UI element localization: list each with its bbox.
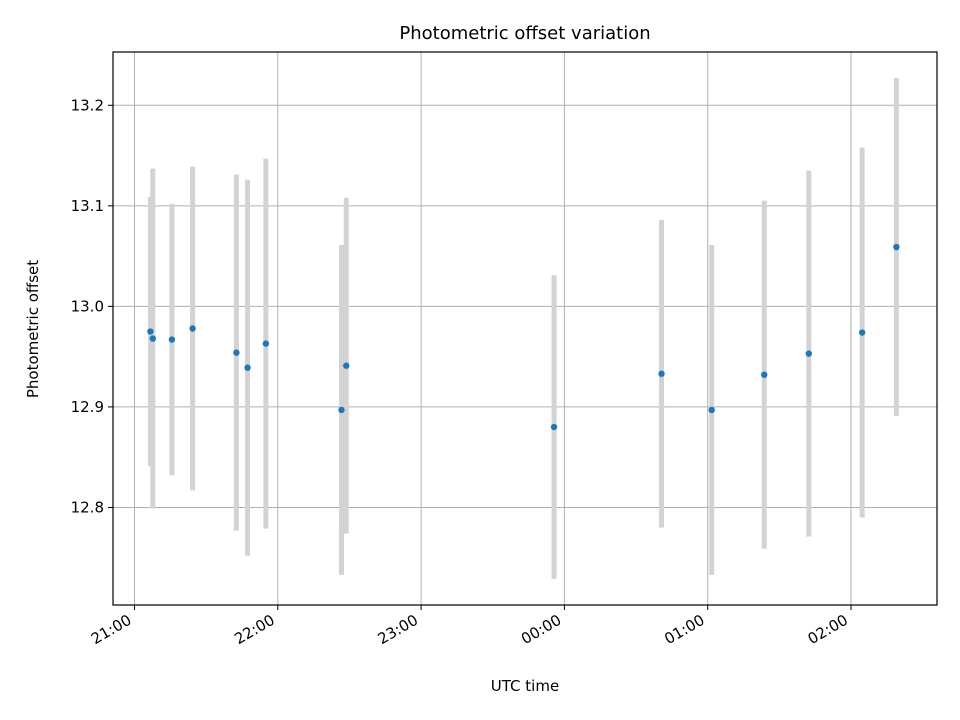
- y-tick-label: 13.1: [71, 197, 104, 215]
- data-point: [658, 370, 665, 377]
- data-point: [550, 423, 558, 431]
- chart-title: Photometric offset variation: [399, 23, 650, 44]
- y-tick-label: 13.0: [71, 297, 104, 315]
- y-tick-label: 12.8: [71, 498, 104, 516]
- y-axis: 12.8 12.9 13.0 13.1 13.2: [71, 96, 113, 516]
- data-point: [149, 335, 157, 342]
- y-tick-label: 13.2: [71, 96, 104, 114]
- data-point: [858, 329, 866, 336]
- plot-frame: [112, 51, 938, 606]
- data-point: [262, 340, 270, 347]
- grid: [113, 52, 937, 605]
- y-axis-title: Photometric offset: [24, 260, 42, 398]
- data-point: [147, 328, 154, 335]
- data-point: [338, 406, 345, 414]
- data-point: [168, 336, 176, 343]
- data-point: [805, 350, 813, 357]
- y-tick-label: 12.9: [71, 398, 104, 416]
- data-point: [189, 325, 196, 332]
- x-axis-title: UTC time: [491, 677, 559, 695]
- data-point: [343, 362, 350, 369]
- data-points: [147, 243, 900, 431]
- data-point: [708, 406, 715, 414]
- data-point: [244, 364, 251, 371]
- data-point: [893, 243, 900, 251]
- data-point: [233, 349, 240, 356]
- data-point: [761, 371, 768, 378]
